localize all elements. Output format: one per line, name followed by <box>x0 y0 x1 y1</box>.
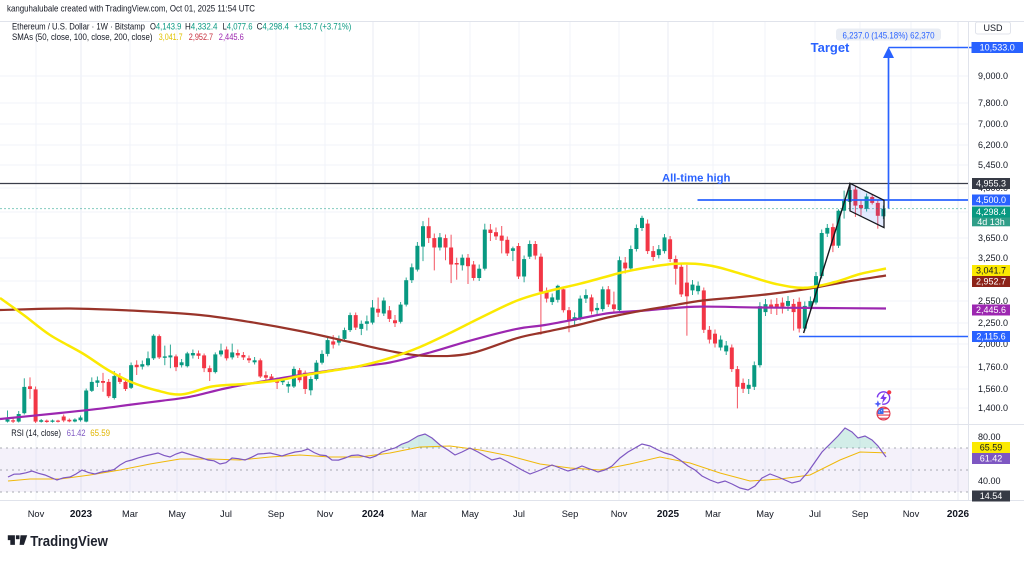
svg-text:4,298.4: 4,298.4 <box>976 207 1006 217</box>
svg-text:TradingView: TradingView <box>30 533 108 550</box>
svg-text:kanguhalubale created with Tra: kanguhalubale created with TradingView.c… <box>7 4 255 15</box>
svg-text:Nov: Nov <box>28 509 45 519</box>
svg-text:May: May <box>461 509 479 519</box>
svg-text:L4,077.6: L4,077.6 <box>223 21 253 31</box>
svg-text:SMAs (50, close, 100, close, 2: SMAs (50, close, 100, close, 200, close) <box>12 32 153 42</box>
svg-text:3,041.7: 3,041.7 <box>976 266 1006 276</box>
svg-text:1,760.0: 1,760.0 <box>978 362 1008 372</box>
svg-text:4,500.0: 4,500.0 <box>976 195 1006 205</box>
svg-text:65.59: 65.59 <box>980 443 1003 453</box>
svg-text:2,000.0: 2,000.0 <box>978 339 1008 349</box>
svg-text:Mar: Mar <box>122 509 138 519</box>
svg-text:2,445.6: 2,445.6 <box>976 305 1006 315</box>
svg-text:61.42: 61.42 <box>980 454 1003 464</box>
svg-text:2026: 2026 <box>947 509 970 520</box>
svg-text:USD: USD <box>983 23 1003 33</box>
svg-text:O4,143.9: O4,143.9 <box>150 21 181 31</box>
svg-text:9,000.0: 9,000.0 <box>978 71 1008 81</box>
svg-text:80.00: 80.00 <box>978 432 1001 442</box>
svg-text:10,533.0: 10,533.0 <box>980 43 1015 53</box>
svg-text:RSI (14, close): RSI (14, close) <box>11 428 61 438</box>
svg-text:May: May <box>168 509 186 519</box>
svg-text:Jul: Jul <box>220 509 232 519</box>
svg-text:Jul: Jul <box>809 509 821 519</box>
svg-text:3,041.7: 3,041.7 <box>159 32 183 42</box>
svg-text:Target: Target <box>811 40 850 55</box>
svg-text:2,550.0: 2,550.0 <box>978 296 1008 306</box>
svg-text:Sep: Sep <box>562 509 579 519</box>
svg-text:6,237.0 (145.18%) 62,370: 6,237.0 (145.18%) 62,370 <box>843 30 935 40</box>
svg-text:Ethereum / U.S. Dollar · 1W ·: Ethereum / U.S. Dollar · 1W · Bitstamp <box>12 21 145 31</box>
svg-text:5,450.0: 5,450.0 <box>978 160 1008 170</box>
svg-text:6,200.0: 6,200.0 <box>978 140 1008 150</box>
svg-text:Sep: Sep <box>268 509 285 519</box>
svg-text:C4,298.4: C4,298.4 <box>257 21 289 31</box>
svg-text:4,955.3: 4,955.3 <box>976 179 1006 189</box>
svg-text:65.59: 65.59 <box>90 428 110 438</box>
svg-text:2,115.6: 2,115.6 <box>976 332 1005 342</box>
svg-text:1,560.0: 1,560.0 <box>978 384 1008 394</box>
svg-text:7,000.0: 7,000.0 <box>978 119 1008 129</box>
svg-text:Sep: Sep <box>852 509 869 519</box>
svg-text:Nov: Nov <box>317 509 334 519</box>
svg-text:2024: 2024 <box>362 509 385 520</box>
svg-text:Nov: Nov <box>611 509 628 519</box>
svg-text:14.54: 14.54 <box>980 491 1003 501</box>
svg-text:H4,332.4: H4,332.4 <box>185 21 218 31</box>
svg-text:61.42: 61.42 <box>67 428 86 438</box>
svg-text:3,650.0: 3,650.0 <box>978 233 1008 243</box>
svg-text:+153.7 (+3.71%): +153.7 (+3.71%) <box>294 21 351 31</box>
svg-text:Mar: Mar <box>705 509 721 519</box>
svg-text:2,445.6: 2,445.6 <box>219 32 244 42</box>
svg-text:2,250.0: 2,250.0 <box>978 318 1008 328</box>
svg-text:Mar: Mar <box>411 509 427 519</box>
svg-text:2025: 2025 <box>657 509 680 520</box>
svg-text:May: May <box>756 509 774 519</box>
svg-text:7,800.0: 7,800.0 <box>978 98 1008 108</box>
svg-text:All-time high: All-time high <box>662 173 731 185</box>
svg-text:4d 13h: 4d 13h <box>977 217 1005 227</box>
svg-text:Nov: Nov <box>903 509 920 519</box>
svg-text:2,952.7: 2,952.7 <box>189 32 213 42</box>
svg-text:1,400.0: 1,400.0 <box>978 403 1008 413</box>
svg-text:2023: 2023 <box>70 509 93 520</box>
svg-text:2,952.7: 2,952.7 <box>976 277 1006 287</box>
svg-text:40.00: 40.00 <box>978 476 1001 486</box>
svg-text:3,250.0: 3,250.0 <box>978 253 1008 263</box>
svg-text:Jul: Jul <box>513 509 525 519</box>
